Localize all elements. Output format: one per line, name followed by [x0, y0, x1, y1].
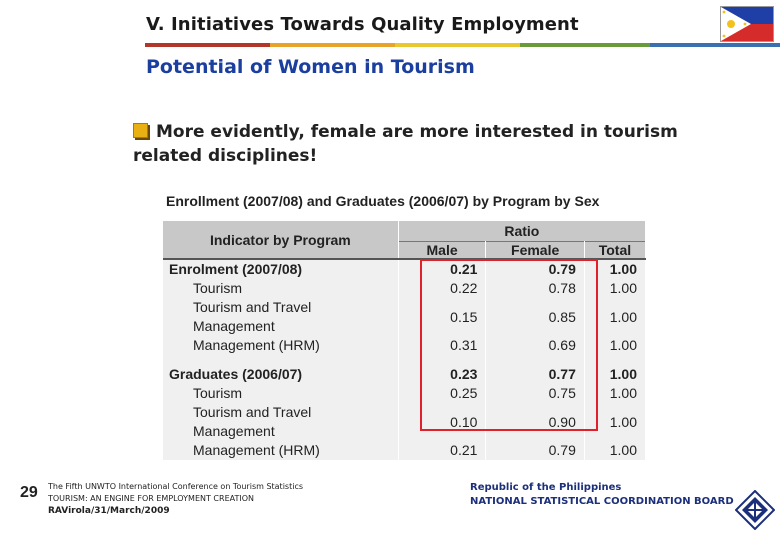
header-total: Total [584, 241, 647, 259]
footer-conference-line: TOURISM: AN ENGINE FOR EMPLOYMENT CREATI… [48, 494, 255, 503]
table-row: Management (HRM) 0.21 0.79 1.00 [163, 441, 647, 460]
spacer-cell [584, 355, 647, 365]
nscb-logo-icon [734, 489, 776, 531]
table-row: Tourism and Travel Management 0.15 0.85 … [163, 298, 647, 336]
table-row: Tourism 0.22 0.78 1.00 [163, 279, 647, 298]
color-bar-segment [650, 43, 780, 47]
cell-female: 0.75 [485, 384, 585, 403]
color-bar-segment [395, 43, 520, 47]
spacer-cell [485, 355, 585, 365]
header-color-bar [145, 43, 780, 47]
table-row: Tourism 0.25 0.75 1.00 [163, 384, 647, 403]
table-spacer-row [163, 355, 647, 365]
table-caption: Enrollment (2007/08) and Graduates (2006… [166, 193, 600, 209]
row-label: Management (HRM) [163, 441, 399, 460]
header-male: Male [398, 241, 487, 259]
cell-male: 0.10 [398, 403, 487, 441]
cell-total: 1.00 [584, 365, 647, 384]
row-label: Tourism and Travel Management [163, 403, 399, 441]
header-female: Female [485, 241, 585, 259]
cell-female: 0.85 [485, 298, 585, 336]
page-number: 29 [20, 484, 38, 501]
ratio-highlight-box [420, 259, 598, 431]
cell-total: 1.00 [584, 384, 647, 403]
cell-female: 0.78 [485, 279, 585, 298]
footer-organization: Republic of the Philippines NATIONAL STA… [470, 481, 734, 509]
color-bar-segment [145, 43, 270, 47]
bullet-text: More evidently, female are more interest… [133, 122, 678, 166]
table-row: Tourism and Travel Management 0.10 0.90 … [163, 403, 647, 441]
row-label: Tourism and Travel Management [163, 298, 399, 336]
row-label: Tourism [163, 384, 399, 403]
cell-female: 0.77 [485, 365, 585, 384]
cell-male: 0.15 [398, 298, 487, 336]
cell-total: 1.00 [584, 441, 647, 460]
cell-total: 1.00 [584, 336, 647, 355]
header-ratio: Ratio [398, 221, 647, 242]
cell-total: 1.00 [584, 403, 647, 441]
enrollment-ratio-table: Indicator by Program Ratio Male Female T… [163, 221, 647, 460]
row-label: Tourism [163, 279, 399, 298]
spacer-cell [398, 355, 487, 365]
color-bar-segment [520, 43, 650, 47]
footer-conference-line: RAVirola/31/March/2009 [48, 506, 170, 516]
cell-total: 1.00 [584, 298, 647, 336]
cell-total: 1.00 [584, 279, 647, 298]
footer-org-line: Republic of the Philippines [470, 482, 622, 493]
footer-conference-line: The Fifth UNWTO International Conference… [48, 482, 304, 491]
row-label: Enrolment (2007/08) [163, 258, 399, 279]
header-indicator: Indicator by Program [163, 221, 399, 259]
cell-female: 0.79 [485, 441, 585, 460]
bullet-point: More evidently, female are more interest… [133, 120, 723, 168]
cell-female: 0.69 [485, 336, 585, 355]
slide-subtitle: Potential of Women in Tourism [146, 56, 475, 78]
table-row: Management (HRM) 0.31 0.69 1.00 [163, 336, 647, 355]
philippine-flag-icon [720, 6, 774, 42]
row-label: Management (HRM) [163, 336, 399, 355]
cell-total: 1.00 [584, 258, 647, 279]
cell-female: 0.90 [485, 403, 585, 441]
color-bar-segment [270, 43, 395, 47]
spacer-cell [163, 355, 399, 365]
cell-male: 0.21 [398, 441, 487, 460]
slide-header-title: V. Initiatives Towards Quality Employmen… [146, 14, 579, 35]
footer-conference: The Fifth UNWTO International Conference… [48, 481, 303, 517]
row-label: Graduates (2006/07) [163, 365, 399, 384]
footer-org-line: NATIONAL STATISTICAL COORDINATION BOARD [470, 496, 734, 507]
checkbox-bullet-icon [133, 123, 148, 138]
